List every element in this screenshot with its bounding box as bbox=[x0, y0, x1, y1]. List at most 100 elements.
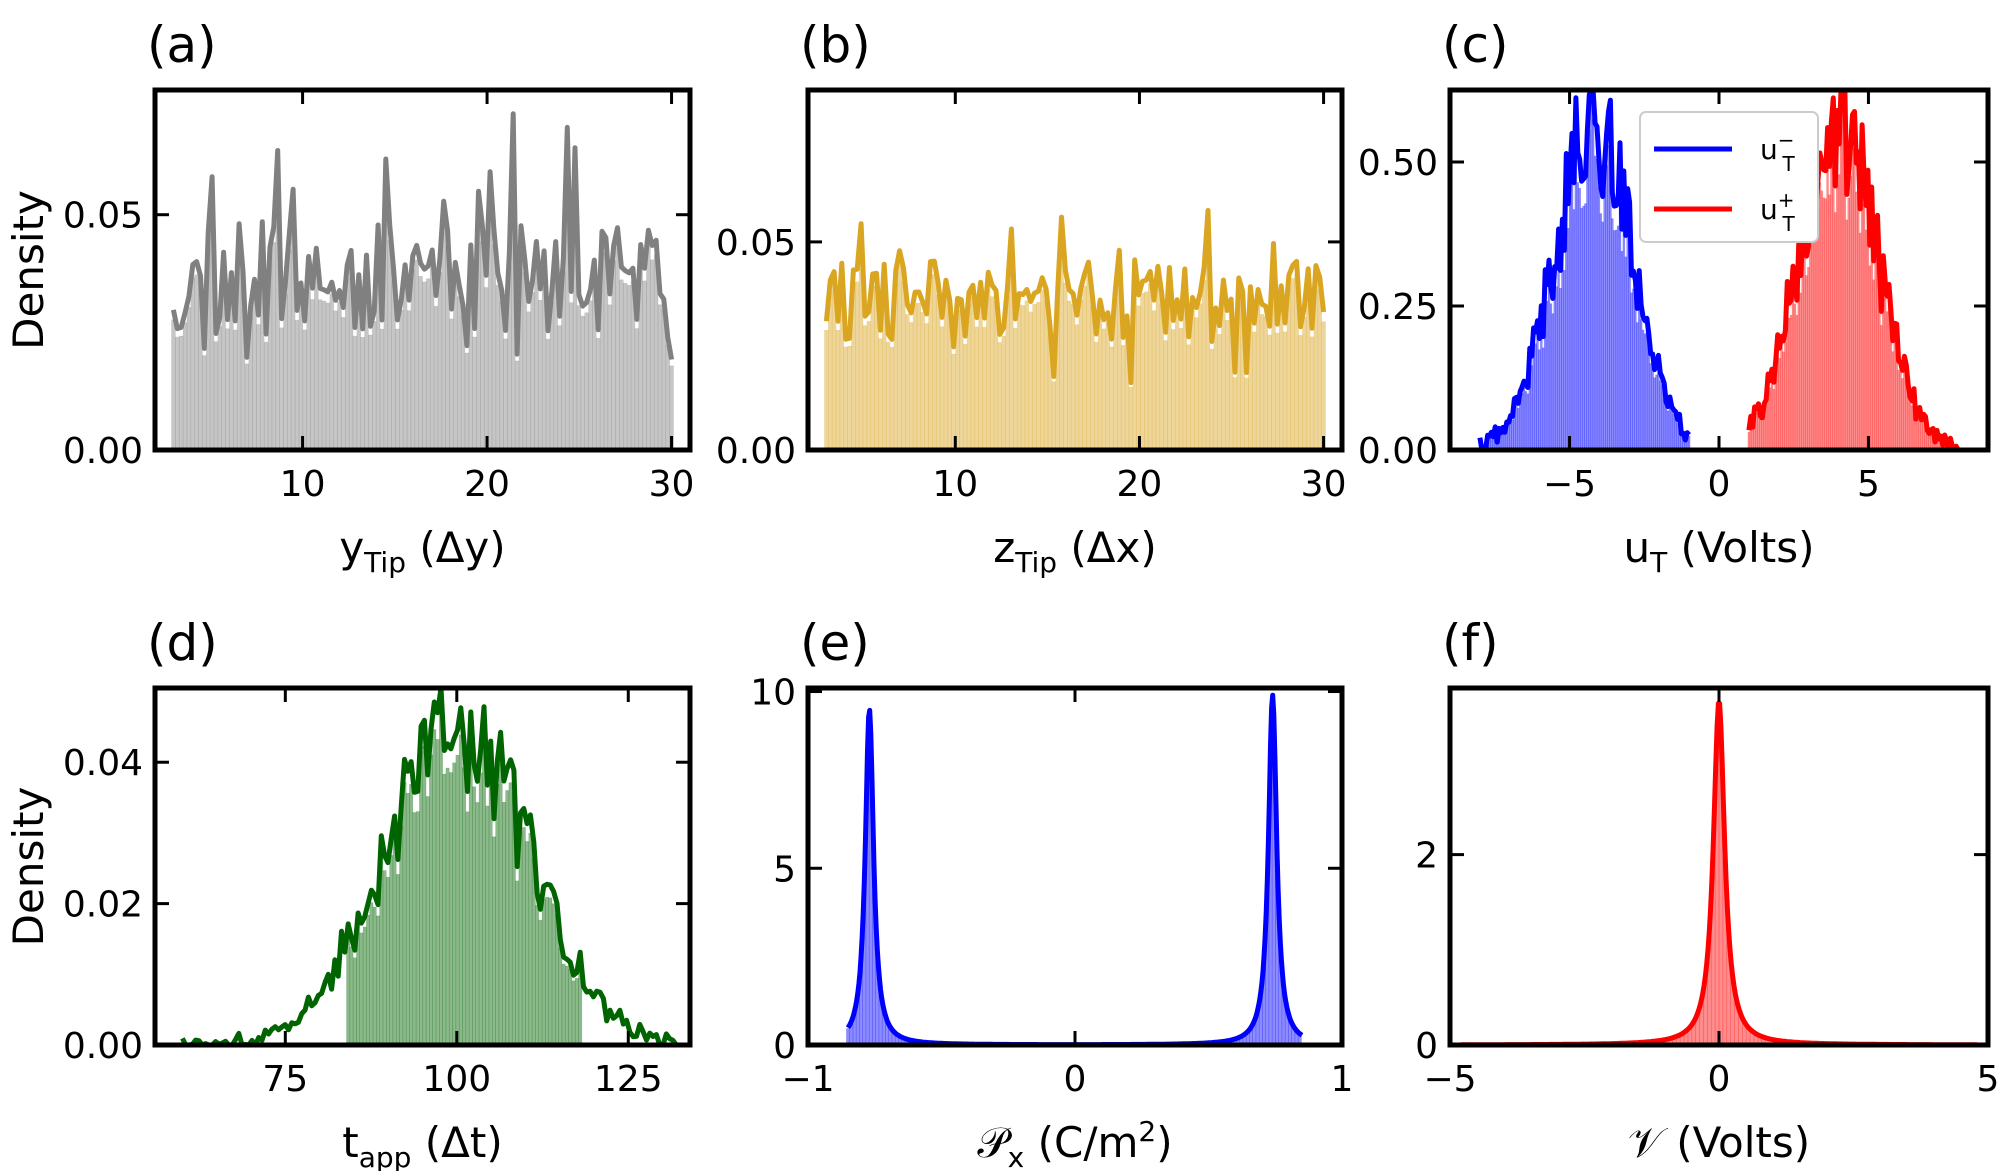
hist-bar bbox=[901, 280, 906, 451]
hist-bar bbox=[325, 302, 331, 451]
hist-bar bbox=[1040, 289, 1045, 451]
hist-bar bbox=[349, 946, 354, 1046]
hist-bar bbox=[1070, 304, 1076, 451]
y-tick-label: 5 bbox=[773, 849, 796, 890]
panel-label: (b) bbox=[800, 16, 871, 74]
hist-bar bbox=[279, 327, 284, 451]
x-tick-label: 5 bbox=[1977, 1059, 2000, 1100]
legend-label: u− T bbox=[1760, 128, 1796, 176]
hist-bar bbox=[395, 874, 400, 1046]
hist-bar bbox=[642, 280, 647, 451]
x-axis-label: 𝒫x (C/m2) bbox=[977, 1115, 1172, 1171]
hist-bar bbox=[568, 968, 573, 1046]
hist-bar bbox=[171, 319, 176, 451]
hist-bar bbox=[989, 296, 995, 451]
hist-bar bbox=[244, 363, 250, 451]
hist-bar bbox=[905, 314, 910, 451]
hist-bar bbox=[395, 328, 400, 451]
panel-label: (c) bbox=[1442, 16, 1509, 74]
hist-bar bbox=[1001, 335, 1006, 451]
hist-bar bbox=[1194, 317, 1199, 451]
hist-bar bbox=[862, 325, 868, 451]
hist-bar bbox=[528, 833, 533, 1046]
y-tick-label: 0.05 bbox=[716, 223, 796, 264]
hist-bar bbox=[449, 318, 454, 451]
kde-line bbox=[170, 111, 675, 360]
hist-bar bbox=[574, 977, 579, 1046]
x-tick-label: −5 bbox=[1423, 1059, 1476, 1100]
series-u-T-minus bbox=[1477, 87, 1691, 452]
hist-bar bbox=[538, 919, 543, 1046]
hist-bar bbox=[525, 841, 530, 1046]
hist-bar bbox=[970, 296, 976, 451]
hist-bar bbox=[495, 284, 501, 451]
hist-bar bbox=[372, 320, 377, 451]
hist-bar bbox=[1171, 329, 1176, 451]
hist-bar bbox=[526, 311, 531, 451]
hist-bar bbox=[263, 341, 269, 451]
hist-bar bbox=[1032, 303, 1037, 451]
hist-bar bbox=[847, 345, 852, 451]
hist-bar bbox=[634, 328, 640, 451]
hist-bar bbox=[1013, 327, 1018, 451]
hist-bar bbox=[1024, 300, 1030, 451]
x-tick-label: 10 bbox=[280, 464, 326, 505]
x-tick-label: 30 bbox=[649, 464, 695, 505]
hist-bar bbox=[571, 980, 576, 1046]
hist-bar bbox=[1078, 299, 1084, 451]
hist-bar bbox=[650, 259, 655, 451]
x-tick-label: 0 bbox=[1708, 1059, 1731, 1100]
hist-bar bbox=[464, 352, 470, 451]
x-label-main: y bbox=[339, 523, 364, 572]
hist-bar bbox=[213, 341, 219, 451]
hist-bar bbox=[935, 294, 941, 451]
hist-bar bbox=[321, 300, 327, 451]
panel-label: (d) bbox=[147, 614, 218, 672]
hist-bar bbox=[442, 773, 447, 1046]
hist-bar bbox=[352, 957, 357, 1046]
hist-bar bbox=[433, 305, 439, 451]
hist-bar bbox=[1128, 387, 1134, 451]
hist-bar bbox=[409, 784, 414, 1046]
y-axis-label: Density bbox=[4, 190, 53, 350]
hist-bar bbox=[445, 767, 450, 1046]
y-tick-label: 10 bbox=[750, 673, 796, 714]
hist-bar bbox=[415, 811, 420, 1046]
legend-main: u bbox=[1760, 193, 1778, 226]
hist-bar bbox=[190, 277, 195, 451]
y-tick-label: 0.00 bbox=[63, 1026, 143, 1067]
hist-bar bbox=[622, 282, 628, 451]
hist-bar bbox=[576, 305, 582, 451]
hist-bar bbox=[329, 293, 334, 451]
hist-bar bbox=[1151, 310, 1157, 451]
hist-bar bbox=[1155, 278, 1161, 451]
hist-bar bbox=[362, 926, 367, 1046]
hist-bar bbox=[1209, 348, 1215, 451]
hist-bar bbox=[385, 876, 390, 1046]
hist-bar bbox=[455, 754, 460, 1046]
hist-bar bbox=[1109, 346, 1114, 451]
x-tick-label: 125 bbox=[594, 1059, 663, 1100]
hist-bar bbox=[1275, 332, 1280, 451]
hist-bar bbox=[406, 310, 412, 451]
x-label-main: t bbox=[342, 1118, 358, 1167]
x-tick-label: 1 bbox=[1331, 1059, 1354, 1100]
hist-bar bbox=[382, 870, 387, 1046]
x-label-sub: Tip bbox=[363, 546, 406, 579]
legend-sup: + bbox=[1778, 188, 1795, 212]
hist-bar bbox=[412, 812, 417, 1046]
hist-bar bbox=[530, 292, 535, 451]
hist-bar bbox=[458, 734, 463, 1046]
x-label-unit: (C/m bbox=[1024, 1118, 1138, 1167]
kde-line bbox=[823, 208, 1327, 386]
hist-bar bbox=[607, 304, 613, 451]
hist-bar bbox=[462, 767, 467, 1046]
hist-bar bbox=[939, 326, 945, 451]
x-tick-label: 10 bbox=[932, 464, 978, 505]
hist-bar bbox=[1140, 293, 1145, 451]
hist-bar bbox=[1101, 328, 1107, 451]
legend-sup: − bbox=[1778, 128, 1795, 152]
hist-bar bbox=[665, 344, 670, 451]
hist-bar bbox=[843, 346, 848, 451]
